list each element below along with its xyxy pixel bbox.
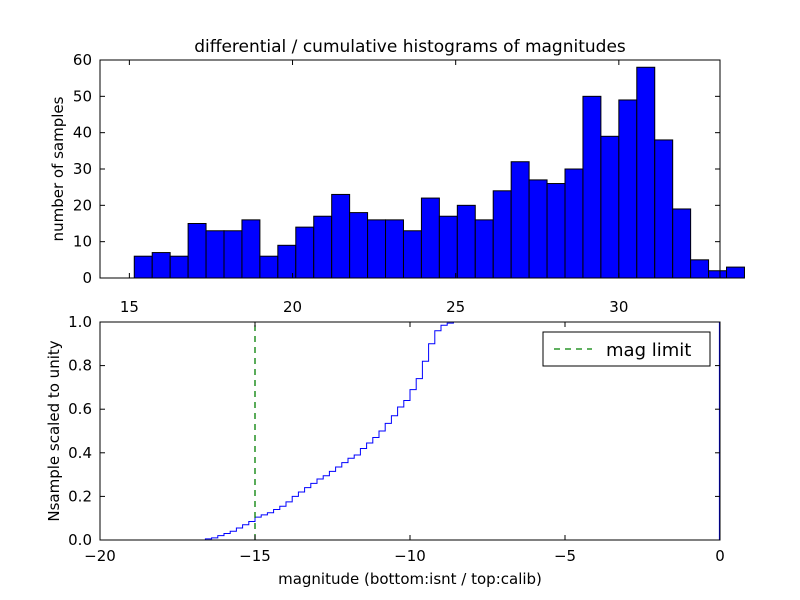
x-tick-label: 20 <box>283 298 302 316</box>
y-tick-label: 60 <box>73 51 92 69</box>
histogram-bar <box>492 190 512 279</box>
top-y-ticks: 0 10 20 30 40 50 60 <box>73 51 720 287</box>
x-tick-label: −5 <box>554 547 576 565</box>
differential-histogram-panel: differential / cumulative histograms of … <box>49 37 745 316</box>
histogram-bar <box>313 215 333 279</box>
histogram-bar <box>474 219 494 279</box>
y-tick-label: 0.4 <box>68 444 92 462</box>
histogram-bar <box>420 197 440 279</box>
histogram-bar <box>151 252 171 279</box>
histogram-bar <box>564 168 584 279</box>
histogram-bar <box>277 244 297 279</box>
histogram-bar <box>295 226 315 279</box>
x-tick-label: −20 <box>84 547 116 565</box>
bottom-y-axis-label: Nsample scaled to unity <box>45 340 63 521</box>
y-tick-label: 0.2 <box>68 487 92 505</box>
x-tick-label: 0 <box>715 547 725 565</box>
histogram-bar <box>187 223 207 279</box>
y-tick-label: 20 <box>73 196 92 214</box>
histogram-bar <box>726 266 745 279</box>
histogram-bar <box>331 193 351 279</box>
bottom-x-ticks: −20 −15 −10 −5 0 <box>84 322 725 565</box>
y-tick-label: 0.8 <box>68 357 92 375</box>
y-tick-label: 0.0 <box>68 531 92 549</box>
y-tick-label: 30 <box>73 160 92 178</box>
histogram-bar <box>133 255 153 279</box>
histogram-bar <box>600 135 620 279</box>
histogram-bar <box>582 95 602 279</box>
histogram-bar <box>708 270 728 279</box>
cumulative-step-line <box>100 321 719 541</box>
bottom-x-axis-label: magnitude (bottom:isnt / top:calib) <box>278 570 542 588</box>
x-tick-label: 25 <box>446 298 465 316</box>
histogram-bar <box>259 255 279 279</box>
y-tick-label: 10 <box>73 233 92 251</box>
x-tick-label: 30 <box>609 298 628 316</box>
histogram-bar <box>385 219 404 279</box>
y-tick-label: 0.6 <box>68 400 92 418</box>
legend-label-mag-limit: mag limit <box>606 340 691 361</box>
histogram-bar <box>402 230 422 279</box>
histogram-bars <box>133 66 745 279</box>
chart-title: differential / cumulative histograms of … <box>194 37 626 57</box>
top-y-axis-label: number of samples <box>49 96 67 241</box>
histogram-bar <box>169 255 189 279</box>
histogram-bar <box>205 230 225 279</box>
histogram-bar <box>367 219 387 279</box>
y-tick-label: 1.0 <box>68 313 92 331</box>
cumulative-histogram-panel: −20 −15 −10 −5 0 0.0 0.2 0.4 0.6 0.8 1.0 magnitud… <box>45 313 725 588</box>
legend: mag limit <box>542 331 711 367</box>
bottom-y-ticks: 0.0 0.2 0.4 0.6 0.8 1.0 <box>68 313 720 549</box>
histogram-bar <box>528 179 548 279</box>
histogram-bar <box>456 204 476 279</box>
y-tick-label: 50 <box>73 87 92 105</box>
histogram-bar <box>241 219 261 279</box>
histogram-bar <box>636 66 656 279</box>
x-tick-label: 15 <box>120 298 139 316</box>
histogram-bar <box>223 230 243 279</box>
x-tick-label: −10 <box>394 547 426 565</box>
histogram-bar <box>438 215 458 279</box>
histogram-bar <box>672 208 692 279</box>
histogram-bar <box>690 259 710 279</box>
histogram-bar <box>546 183 566 279</box>
histogram-bar <box>618 99 638 279</box>
y-tick-label: 40 <box>73 124 92 142</box>
histogram-bar <box>349 212 369 279</box>
x-tick-label: −15 <box>239 547 271 565</box>
histogram-bar <box>654 139 674 279</box>
histogram-bar <box>510 161 530 279</box>
y-tick-label: 0 <box>82 269 92 287</box>
top-x-ticks: 15 20 25 30 <box>120 60 628 316</box>
